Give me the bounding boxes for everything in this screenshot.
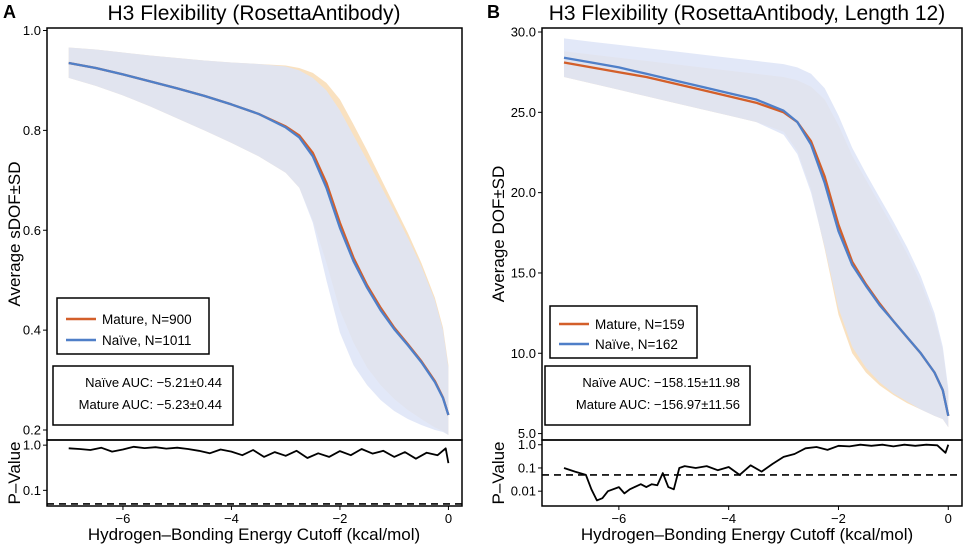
x-tick-label-a: −6 xyxy=(116,511,131,526)
panel-b-pvalue-y-ticks: 1.0 0.1 0.01 xyxy=(511,437,542,499)
y-tick-label-b: 20.0 xyxy=(511,185,536,200)
sd-band-naive-b xyxy=(564,38,949,428)
panel-b-auc-box: Naïve AUC: −158.15±11.98 Mature AUC: −15… xyxy=(544,365,751,426)
pvalue-tick-label-b: 1.0 xyxy=(518,437,536,452)
pvalue-tick-label-b: 0.01 xyxy=(511,484,536,499)
panel-b: B H3 Flexibility (RosettaAntibody, Lengt… xyxy=(487,2,963,544)
sd-band-naive-a xyxy=(68,47,449,435)
x-tick-label-b: −4 xyxy=(721,511,736,526)
panel-b-x-axis-label: Hydrogen–Bonding Energy Cutoff (kcal/mol… xyxy=(581,525,913,544)
panel-a-auc-frame xyxy=(52,365,234,426)
panel-a-pvalue-line xyxy=(68,445,450,464)
panel-a-mature-auc: Mature AUC: −5.23±0.44 xyxy=(79,397,222,412)
x-tick-label-b: −2 xyxy=(831,511,846,526)
x-tick-label-b: 0 xyxy=(945,511,952,526)
series-line-naive-a xyxy=(68,61,450,416)
y-tick-label-b: 10.0 xyxy=(511,346,536,361)
x-tick-label-a: −2 xyxy=(333,511,348,526)
pvalue-tick-label-a: 0.1 xyxy=(23,483,41,498)
panel-b-x-ticks: −6 −4 −2 0 xyxy=(611,506,952,526)
y-tick-label-b: 15.0 xyxy=(511,265,536,280)
y-tick-label-a: 1.0 xyxy=(23,23,41,38)
pvalue-series-b xyxy=(563,443,950,502)
panel-b-legend-box xyxy=(549,305,698,359)
legend-label-naive-a: Naïve, N=1011 xyxy=(102,333,191,348)
panel-b-y-axis-label: Average DOF±SD xyxy=(489,166,508,303)
panel-b-pvalue-label: P–Value xyxy=(489,441,508,504)
panel-a-pvalue-y-ticks: 1.0 0.1 xyxy=(23,438,47,498)
panel-a-series-lines xyxy=(68,61,450,416)
panel-a-x-axis-label: Hydrogen–Bonding Energy Cutoff (kcal/mol… xyxy=(88,525,420,544)
panel-label-b: B xyxy=(487,2,500,22)
panel-b-sd-bands xyxy=(564,38,949,428)
panel-a-y-ticks: 0.2 0.4 0.6 0.8 1.0 xyxy=(23,23,47,438)
y-tick-label-a: 0.8 xyxy=(23,123,41,138)
x-tick-label-a: −4 xyxy=(224,511,239,526)
pvalue-tick-label-b: 0.1 xyxy=(518,460,536,475)
series-line-naive-b xyxy=(563,56,950,417)
y-tick-label-b: 25.0 xyxy=(511,105,536,120)
x-tick-label-b: −6 xyxy=(611,511,626,526)
y-tick-label-b: 5.0 xyxy=(518,426,536,441)
panel-a-x-ticks: −6 −4 −2 0 xyxy=(116,506,452,526)
panel-a-y-axis-label: Average sDOF±SD xyxy=(5,161,24,306)
panel-b-naive-auc: Naïve AUC: −158.15±11.98 xyxy=(582,375,740,390)
panel-a-legend: Mature, N=900 Naïve, N=1011 xyxy=(56,297,210,355)
panel-b-auc-frame xyxy=(544,365,751,426)
pvalue-series-a xyxy=(68,445,450,464)
y-tick-label-a: 0.4 xyxy=(23,323,41,338)
legend-label-mature-a: Mature, N=900 xyxy=(102,312,192,327)
panel-b-legend: Mature, N=159 Naïve, N=162 xyxy=(549,305,698,359)
panel-b-title: H3 Flexibility (RosettaAntibody, Length … xyxy=(549,2,945,25)
panel-a-pvalue-frame xyxy=(46,439,463,507)
panel-a-pvalue-label: P–Value xyxy=(5,441,24,504)
pvalue-tick-label-a: 1.0 xyxy=(23,438,41,453)
panel-a: A H3 Flexibility (RosettaAntibody) 0.20.… xyxy=(3,2,463,544)
panel-a-title: H3 Flexibility (RosettaAntibody) xyxy=(108,2,401,25)
y-tick-label-b: 30.0 xyxy=(511,25,536,40)
panel-b-mature-auc: Mature AUC: −156.97±11.56 xyxy=(576,397,740,412)
legend-label-naive-b: Naïve, N=162 xyxy=(595,337,678,352)
y-tick-label-a: 0.2 xyxy=(23,423,41,438)
panel-a-sd-bands xyxy=(68,47,449,435)
panel-a-auc-box: Naïve AUC: −5.21±0.44 Mature AUC: −5.23±… xyxy=(52,365,234,426)
legend-label-mature-b: Mature, N=159 xyxy=(595,317,685,332)
panel-b-series-lines xyxy=(563,56,950,417)
x-tick-label-a: 0 xyxy=(445,511,452,526)
panel-b-y-ticks: 5.0 10.0 15.0 20.0 25.0 30.0 xyxy=(511,25,542,441)
y-tick-label-a: 0.6 xyxy=(23,223,41,238)
panel-a-legend-box xyxy=(56,297,210,355)
panel-label-a: A xyxy=(3,2,16,22)
panel-b-pvalue-frame xyxy=(541,439,963,507)
panel-b-pvalue-line xyxy=(563,443,950,502)
panel-a-naive-auc: Naïve AUC: −5.21±0.44 xyxy=(85,375,222,390)
